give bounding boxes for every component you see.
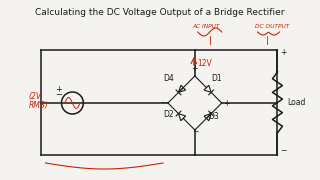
Text: +: + bbox=[224, 98, 230, 107]
Text: 12V: 12V bbox=[197, 59, 212, 68]
Text: +: + bbox=[55, 84, 62, 93]
Text: −: − bbox=[55, 91, 62, 100]
Text: AC INPUT: AC INPUT bbox=[192, 24, 219, 29]
Text: −: − bbox=[160, 98, 166, 107]
Text: (2V: (2V bbox=[28, 92, 42, 101]
Text: −: − bbox=[280, 146, 287, 155]
Text: D2: D2 bbox=[163, 110, 174, 119]
Text: Load: Load bbox=[287, 98, 306, 107]
Text: +: + bbox=[192, 64, 198, 73]
Text: −: − bbox=[192, 127, 198, 136]
Text: Calculating the DC Voltage Output of a Bridge Rectifier: Calculating the DC Voltage Output of a B… bbox=[35, 8, 285, 17]
Text: D4: D4 bbox=[163, 74, 174, 83]
Text: D3: D3 bbox=[208, 112, 219, 121]
Text: D1: D1 bbox=[211, 74, 221, 83]
Text: +: + bbox=[280, 48, 287, 57]
Text: DC OUTPUT: DC OUTPUT bbox=[254, 24, 289, 29]
Text: RMS): RMS) bbox=[28, 101, 48, 110]
